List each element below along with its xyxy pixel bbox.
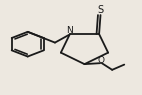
Text: O: O [97, 56, 104, 65]
Text: N: N [66, 26, 73, 35]
Text: S: S [97, 5, 104, 15]
